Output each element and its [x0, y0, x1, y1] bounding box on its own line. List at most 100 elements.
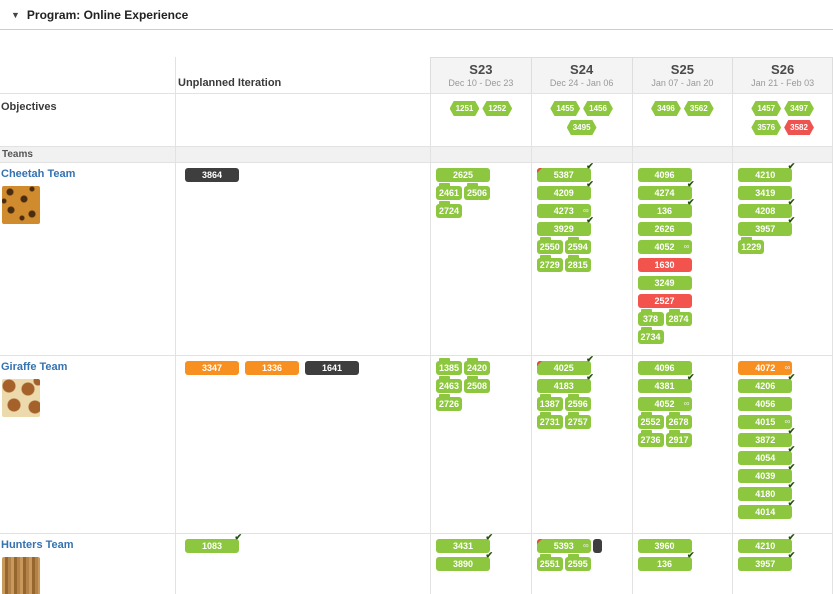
card-row: 4183 ✔ [536, 373, 632, 393]
issue-card[interactable]: 2626 [637, 222, 692, 236]
issue-card[interactable]: 1229 [738, 237, 765, 254]
issue-card[interactable]: 4056 [738, 397, 793, 411]
issue-card[interactable]: 2463 [436, 376, 462, 393]
objective-badge[interactable]: 1457 [751, 101, 782, 116]
issue-card[interactable]: 2595 [564, 554, 591, 571]
issue-card[interactable]: 2874 [665, 309, 692, 326]
issue-card[interactable]: 2596 [564, 394, 591, 411]
sprint-header-s26[interactable]: S26 Jan 21 - Feb 03 [732, 57, 833, 93]
collapse-chevron-icon[interactable]: ▼ [11, 9, 20, 20]
issue-card[interactable]: 3957 ✔ [738, 216, 795, 236]
issue-card[interactable]: 2625 [436, 168, 490, 182]
issue-card[interactable]: 2678 [665, 412, 692, 429]
team-name[interactable]: Giraffe Team [1, 361, 68, 373]
issue-card[interactable]: 4054 ✔ [738, 445, 795, 465]
issue-card[interactable]: 4096 [637, 361, 692, 375]
team-name[interactable]: Cheetah Team [1, 168, 76, 180]
issue-card[interactable]: 2724 [436, 201, 462, 218]
issue-card[interactable]: 1641 [305, 361, 359, 375]
issue-id: 3957 [755, 224, 776, 234]
objective-badge[interactable]: 3496 [651, 101, 681, 116]
issue-card[interactable]: 4072 ∞ [738, 361, 793, 375]
issue-card[interactable]: 1385 [436, 358, 462, 375]
issue-card[interactable]: 4052 ∞ [637, 240, 692, 254]
issue-card[interactable]: 2815 [564, 255, 591, 272]
card-row: 2731 2757 [536, 412, 632, 429]
issue-card[interactable]: 5387 ✔ [536, 163, 594, 182]
issue-card[interactable]: 2461 [436, 183, 462, 200]
sprint-header-s25[interactable]: S25 Jan 07 - Jan 20 [631, 57, 733, 93]
issue-card[interactable]: 4096 [637, 168, 692, 182]
issue-card[interactable]: 4273 ∞ [536, 204, 591, 218]
issue-card[interactable]: 3960 [637, 539, 692, 553]
issue-card[interactable]: 2731 [536, 412, 563, 429]
card-tab [539, 554, 551, 557]
issue-card[interactable]: 2550 [536, 237, 563, 254]
objective-badge[interactable]: 3582 [784, 120, 814, 135]
issue-card[interactable]: 2757 [564, 412, 591, 429]
card-row: 2734 [637, 327, 733, 344]
card-row: 1630 [637, 258, 733, 272]
issue-card[interactable]: 2508 [464, 376, 490, 393]
objective-badge[interactable]: 3495 [566, 120, 597, 135]
issue-card[interactable]: 378 [637, 309, 664, 326]
issue-card[interactable]: 4025 ✔ [536, 356, 594, 375]
issue-card[interactable]: 1630 [637, 258, 692, 272]
issue-card[interactable]: 3864 [185, 168, 239, 182]
issue-card[interactable]: 3957 ✔ [738, 551, 795, 571]
issue-card[interactable]: 4381 ✔ [637, 373, 695, 393]
issue-card[interactable]: 4208 ✔ [738, 198, 795, 218]
sprint-header-s23[interactable]: S23 Dec 10 - Dec 23 [430, 57, 531, 93]
issue-card[interactable]: 1336 [245, 361, 299, 375]
issue-card[interactable]: 2551 [536, 554, 563, 571]
sprint-header-s24[interactable]: S24 Dec 24 - Jan 06 [530, 57, 632, 93]
issue-card[interactable]: 2726 [436, 394, 462, 411]
objective-badge[interactable]: 3497 [784, 101, 814, 116]
issue-card[interactable]: 4180 ✔ [738, 481, 795, 501]
issue-card[interactable]: 3347 [185, 361, 239, 375]
objective-badge[interactable]: 1455 [550, 101, 581, 116]
issue-card[interactable]: 4210 ✔ [738, 534, 795, 553]
issue-card[interactable]: 4274 ✔ [637, 180, 695, 200]
issue-card[interactable]: 3929 ✔ [536, 216, 594, 236]
issue-card[interactable]: 136 ✔ [637, 551, 695, 571]
objective-badge[interactable]: 1251 [449, 101, 480, 116]
issue-card[interactable]: 2506 [464, 183, 490, 200]
issue-card[interactable]: 2527 [637, 294, 692, 308]
issue-card[interactable]: 3890 ✔ [436, 551, 493, 571]
issue-card[interactable]: 4052 ∞ [637, 397, 692, 411]
done-check-icon: ✔ [586, 163, 594, 171]
issue-card[interactable] [592, 539, 602, 553]
card-row: 4052 ∞ [637, 240, 733, 254]
objective-badge[interactable]: 3562 [683, 101, 714, 116]
issue-card[interactable]: 1083 ✔ [185, 534, 242, 553]
issue-card[interactable]: 5393 ∞ [536, 539, 591, 553]
objective-badge[interactable]: 1252 [482, 101, 513, 116]
issue-card[interactable]: 2420 [464, 358, 490, 375]
issue-card[interactable]: 2736 [637, 430, 664, 447]
card-row: 3864 [185, 168, 430, 182]
issue-card[interactable]: 2734 [637, 327, 664, 344]
objective-badge[interactable]: 3576 [751, 120, 782, 135]
issue-card[interactable]: 3419 [738, 186, 793, 200]
issue-card[interactable]: 4206 ✔ [738, 373, 795, 393]
issue-card[interactable]: 2729 [536, 255, 563, 272]
issue-card[interactable]: 4183 ✔ [536, 373, 594, 393]
issue-card[interactable]: 4015 ∞ [738, 415, 793, 429]
issue-card[interactable]: 3249 [637, 276, 692, 290]
issue-card[interactable]: 3431 ✔ [436, 534, 493, 553]
issue-card[interactable]: 4209 ✔ [536, 180, 594, 200]
issue-card[interactable]: 4014 ✔ [738, 499, 795, 519]
issue-card[interactable]: 4210 ✔ [738, 163, 795, 182]
objective-badge[interactable]: 1456 [583, 101, 613, 116]
issue-card[interactable]: 2594 [564, 237, 591, 254]
issue-id: 2724 [438, 206, 460, 216]
issue-card[interactable]: 2917 [665, 430, 692, 447]
issue-card[interactable]: 136 ✔ [637, 198, 695, 218]
issue-card[interactable]: 2552 [637, 412, 664, 429]
team-name[interactable]: Hunters Team [1, 539, 74, 551]
issue-card[interactable]: 3872 ✔ [738, 427, 795, 447]
issue-id: 4014 [755, 507, 776, 517]
issue-card[interactable]: 1387 [536, 394, 563, 411]
issue-card[interactable]: 4039 ✔ [738, 463, 795, 483]
